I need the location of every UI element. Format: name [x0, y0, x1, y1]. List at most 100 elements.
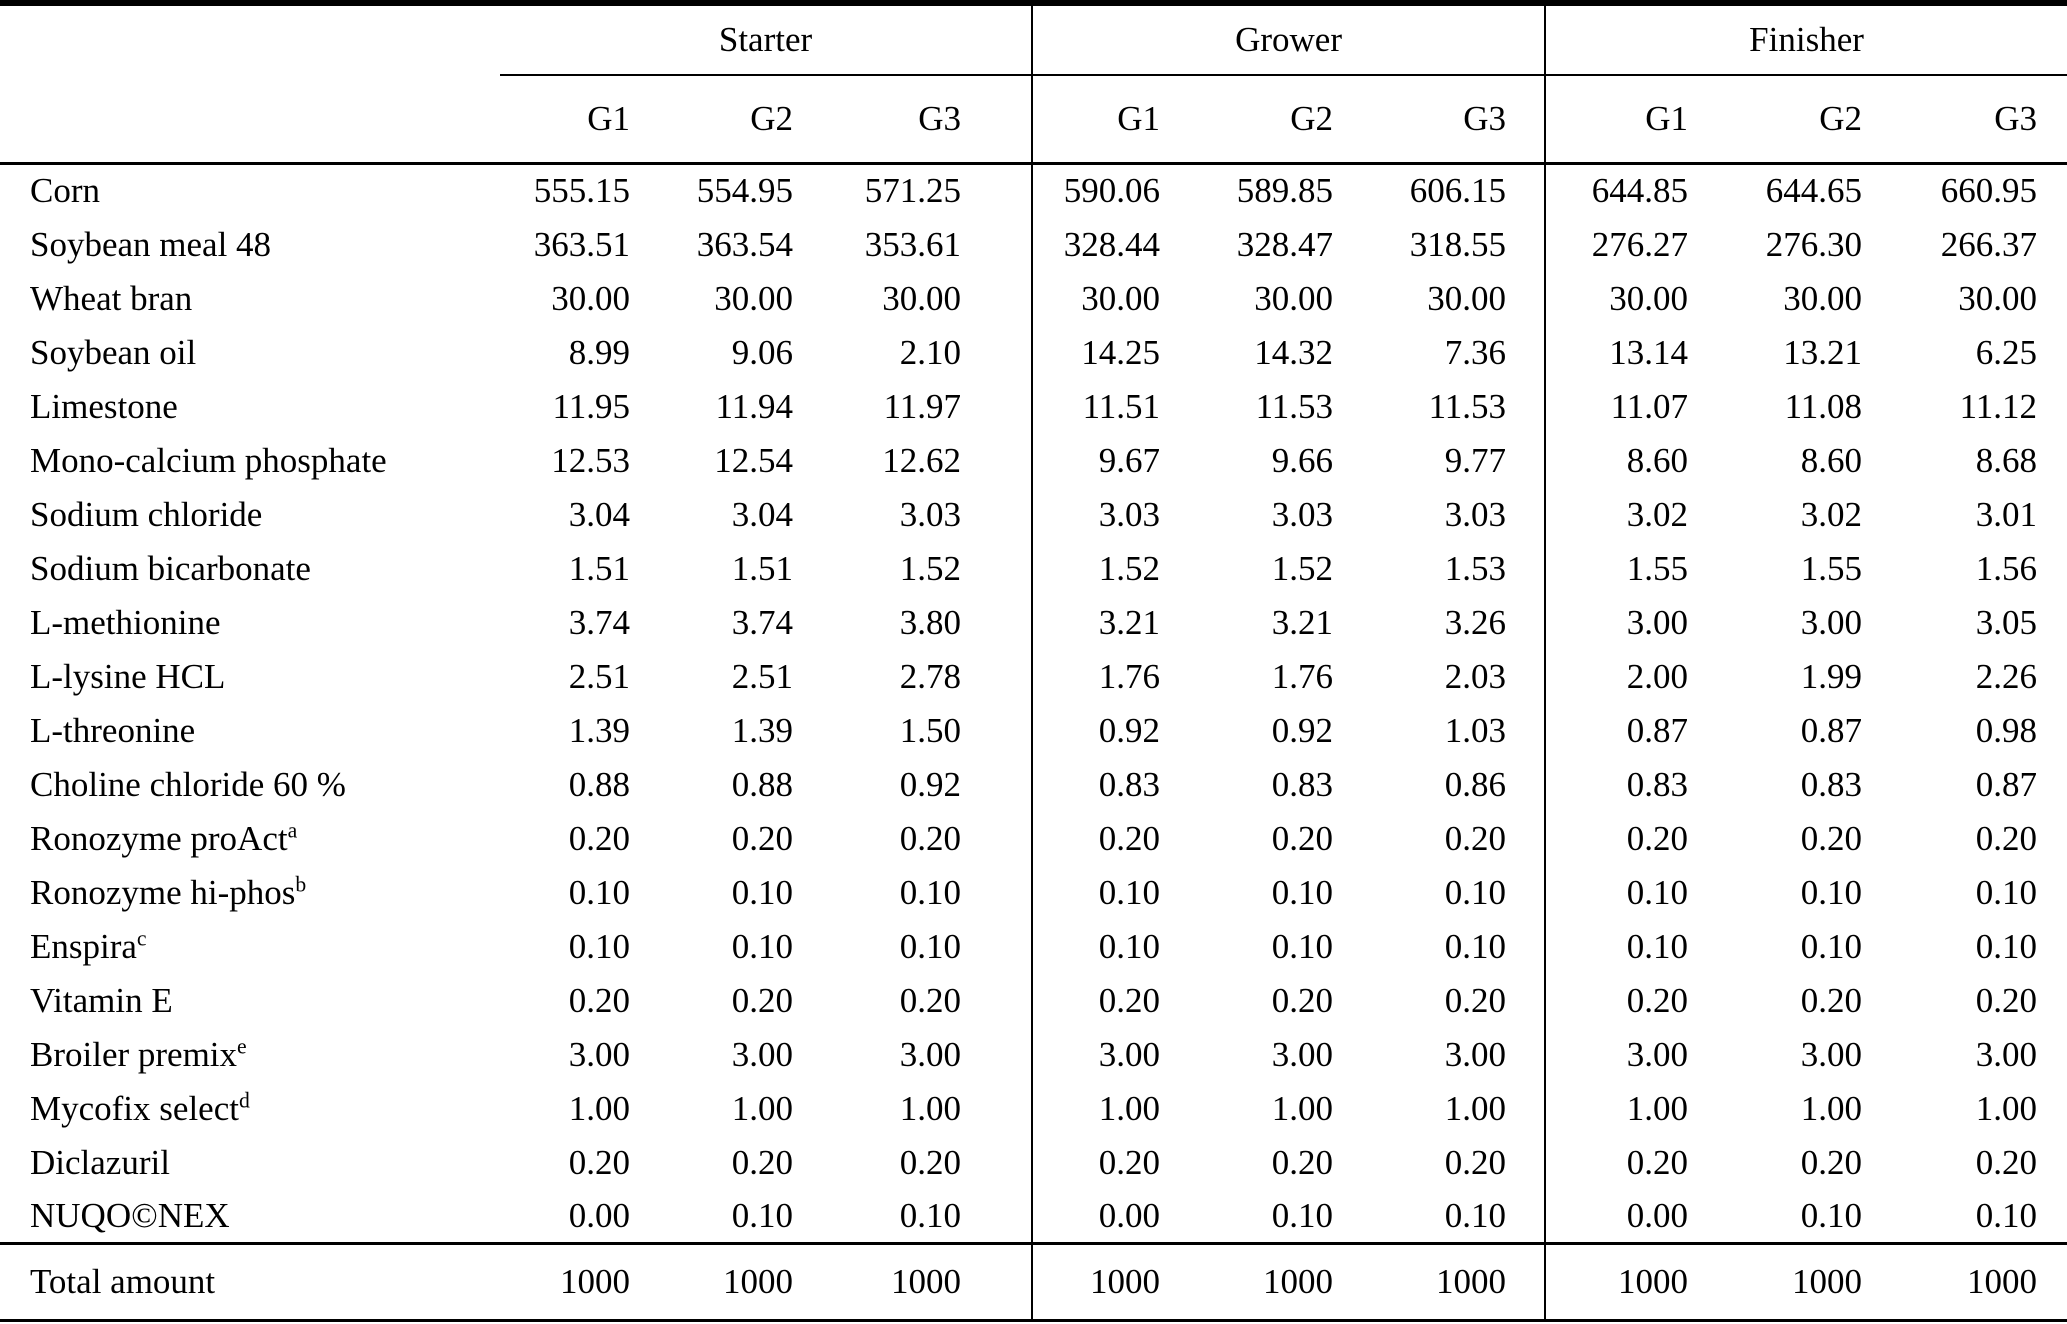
value-cell: 3.00 — [1626, 602, 1689, 642]
value-cell: 0.20 — [825, 811, 1034, 866]
value-cell: 3.02 — [1626, 494, 1689, 534]
value-cell: 0.10 — [1271, 872, 1334, 912]
value-cell: 11.95 — [552, 386, 630, 426]
table-row: L-threonine 1.39 1.39 1.50 0.92 0.92 1.0… — [0, 703, 2067, 758]
value-cell: 13.21 — [1783, 332, 1863, 372]
value-cell: 0.86 — [1365, 757, 1547, 812]
value-cell: 0.20 — [1365, 1135, 1547, 1190]
value-cell: 14.25 — [1081, 332, 1161, 372]
value-cell: 0.20 — [1098, 818, 1161, 858]
value-cell: 30.00 — [1081, 278, 1161, 318]
column-header-finisher-g3: G3 — [1894, 75, 2067, 165]
value-cell: 2.26 — [1975, 656, 2038, 696]
value-cell: 0.20 — [1365, 973, 1547, 1028]
ingredient-label: Enspirac — [30, 925, 147, 966]
value-cell: 3.02 — [1800, 494, 1863, 534]
value-cell: 3.26 — [1365, 595, 1547, 650]
value-cell: 0.20 — [568, 1142, 630, 1182]
value-cell: 11.94 — [715, 386, 793, 426]
table-body: Corn 555.15 554.95 571.25 590.06 589.85 … — [0, 163, 2067, 1244]
total-label: Total amount — [0, 1242, 500, 1321]
value-cell: 276.27 — [1591, 224, 1689, 264]
column-header-finisher-g1: G1 — [1545, 75, 1721, 165]
ingredient-label: Soybean oil — [30, 332, 197, 372]
value-cell: 3.05 — [1975, 602, 2038, 642]
total-value: 1000 — [500, 1242, 662, 1321]
value-cell: 13.14 — [1609, 332, 1689, 372]
value-cell: 11.53 — [1365, 379, 1547, 434]
value-cell: 0.92 — [1098, 710, 1161, 750]
value-cell: 353.61 — [825, 217, 1034, 272]
value-cell: 3.00 — [1800, 1034, 1863, 1074]
footnote-marker: a — [287, 817, 298, 842]
total-value: 1000 — [1894, 1242, 2067, 1321]
ingredient-label: L-methionine — [30, 602, 221, 642]
value-cell: 0.10 — [1975, 872, 2038, 912]
value-cell: 0.87 — [1800, 710, 1863, 750]
phase-header-grower: Grower — [1032, 3, 1547, 76]
value-cell: 0.10 — [1626, 872, 1689, 912]
ingredient-column-header — [0, 75, 500, 165]
footnote-marker: d — [238, 1087, 250, 1112]
value-cell: 2.03 — [1365, 649, 1547, 704]
value-cell: 2.78 — [825, 649, 1034, 704]
ingredient-label: Wheat bran — [30, 278, 193, 318]
value-cell: 0.10 — [1365, 865, 1547, 920]
corner-cell — [0, 3, 500, 75]
ingredient-label: Choline chloride 60 % — [30, 764, 346, 804]
value-cell: 30.00 — [1254, 278, 1334, 318]
value-cell: 3.00 — [1098, 1034, 1161, 1074]
value-cell: 1.00 — [1975, 1088, 2038, 1128]
value-cell: 3.00 — [825, 1027, 1034, 1082]
column-header-finisher-g2: G2 — [1720, 75, 1895, 165]
value-cell: 3.00 — [731, 1034, 793, 1074]
value-cell: 1.52 — [1098, 548, 1161, 588]
value-cell: 0.87 — [1626, 710, 1689, 750]
value-cell: 1.39 — [568, 710, 630, 750]
table-row: Vitamin E 0.20 0.20 0.20 0.20 0.20 0.20 … — [0, 973, 2067, 1028]
table-row: L-lysine HCL 2.51 2.51 2.78 1.76 1.76 2.… — [0, 649, 2067, 704]
value-cell: 8.99 — [568, 332, 630, 372]
value-cell: 0.10 — [1975, 1195, 2038, 1235]
table-row: NUQO©NEX 0.00 0.10 0.10 0.00 0.10 0.10 0… — [0, 1189, 2067, 1244]
value-cell: 2.51 — [568, 656, 630, 696]
value-cell: 0.20 — [1800, 1142, 1863, 1182]
value-cell: 0.10 — [1271, 1195, 1334, 1235]
value-cell: 0.10 — [825, 865, 1034, 920]
value-cell: 11.08 — [1784, 386, 1863, 426]
value-cell: 3.00 — [1365, 1027, 1547, 1082]
value-cell: 0.83 — [1626, 764, 1689, 804]
value-cell: 590.06 — [1063, 171, 1161, 211]
ingredient-label: Limestone — [30, 386, 178, 426]
value-cell: 11.53 — [1255, 386, 1334, 426]
value-cell: 328.47 — [1236, 224, 1334, 264]
value-cell: 0.20 — [1800, 980, 1863, 1020]
value-cell: 0.10 — [731, 926, 793, 966]
column-header-starter-g1: G1 — [500, 75, 662, 165]
value-cell: 0.20 — [1098, 1142, 1161, 1182]
value-cell: 0.20 — [1975, 980, 2038, 1020]
value-cell: 1.03 — [1365, 703, 1547, 758]
value-cell: 276.30 — [1765, 224, 1863, 264]
value-cell: 30.00 — [1365, 271, 1547, 326]
value-cell: 1.00 — [731, 1088, 793, 1128]
value-cell: 2.00 — [1626, 656, 1689, 696]
value-cell: 0.10 — [1800, 926, 1863, 966]
value-cell: 0.10 — [568, 926, 630, 966]
value-cell: 8.60 — [1626, 440, 1689, 480]
value-cell: 328.44 — [1063, 224, 1161, 264]
value-cell: 1.00 — [568, 1088, 630, 1128]
value-cell: 0.20 — [1098, 980, 1161, 1020]
value-cell: 0.20 — [825, 973, 1034, 1028]
table-row: Limestone 11.95 11.94 11.97 11.51 11.53 … — [0, 379, 2067, 434]
value-cell: 0.83 — [1800, 764, 1863, 804]
table-row: Diclazuril 0.20 0.20 0.20 0.20 0.20 0.20… — [0, 1135, 2067, 1190]
value-cell: 11.97 — [825, 379, 1034, 434]
value-cell: 30.00 — [1958, 278, 2038, 318]
ingredient-label: Corn — [30, 171, 100, 211]
value-cell: 12.62 — [825, 433, 1034, 488]
value-cell: 0.88 — [568, 764, 630, 804]
value-cell: 0.83 — [1271, 764, 1334, 804]
value-cell: 3.03 — [1271, 494, 1334, 534]
